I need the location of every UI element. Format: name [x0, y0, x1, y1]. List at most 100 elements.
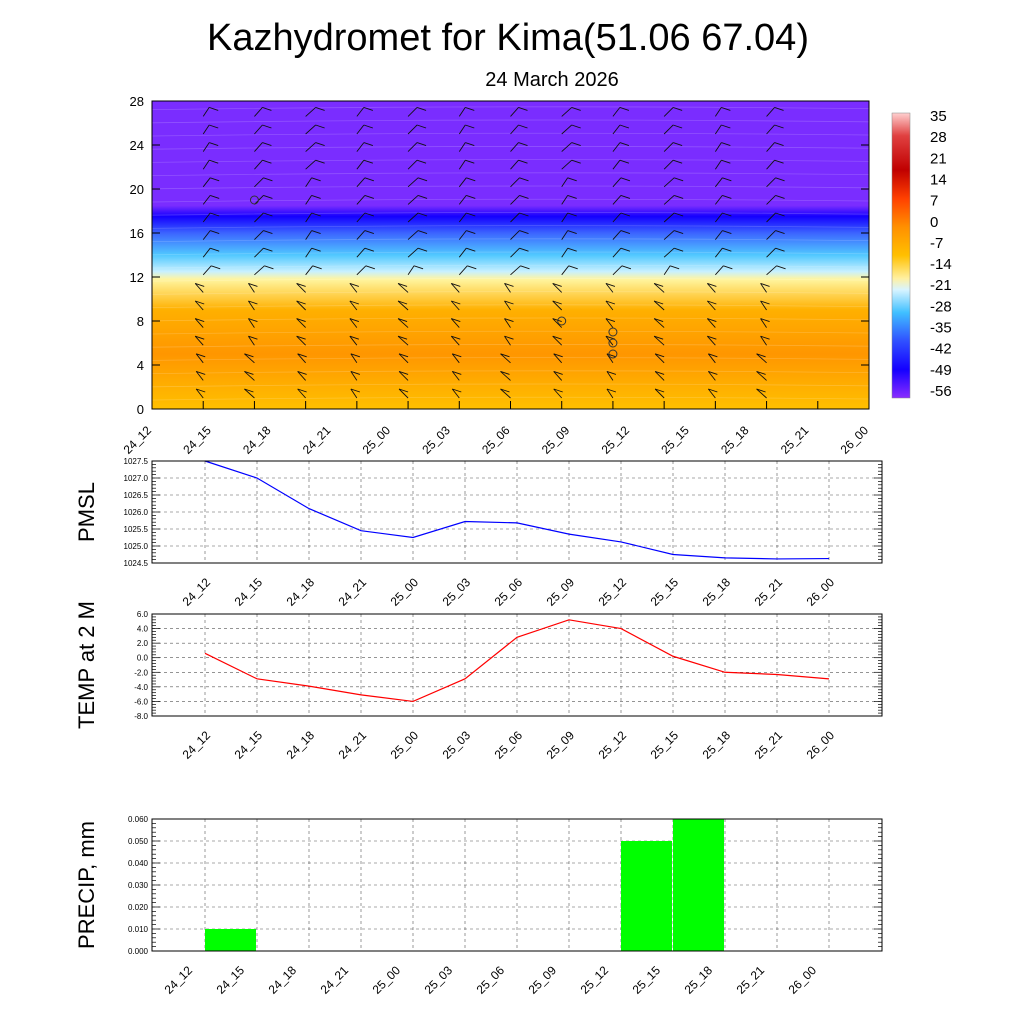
wind-barb-flag	[674, 247, 684, 252]
wind-barb-flag	[349, 318, 359, 323]
x-tick-label: 24_12	[121, 423, 155, 457]
wind-barb-flag	[211, 265, 221, 270]
wind-barb-flag	[209, 159, 219, 164]
wind-barb-flag	[619, 106, 630, 111]
wind-barb	[305, 124, 316, 135]
wind-barb	[254, 230, 264, 240]
y-tick-label: 1024.5	[124, 559, 149, 568]
y-tick-label: 0.000	[128, 947, 149, 956]
wind-barb	[715, 212, 723, 223]
wind-barb-flag	[311, 177, 321, 182]
wind-barb	[296, 300, 306, 311]
wind-barb	[766, 195, 776, 205]
wind-barb	[561, 247, 569, 258]
cross-section-panel: 0 4 8 12 16 20 24 28 24_12 24_15 24_18 24_21 25_00 25…	[121, 94, 872, 457]
wind-barb	[194, 283, 204, 293]
wind-barb-flag	[210, 247, 220, 252]
wind-barb-flag	[398, 353, 409, 358]
wind-barb	[305, 247, 313, 258]
wind-barb-flag	[465, 124, 475, 129]
colorbar-label: -28	[930, 298, 952, 315]
wind-barb	[504, 300, 511, 311]
wind-barb-flag	[244, 353, 254, 358]
contour-line	[151, 317, 870, 322]
x-tick-label: 25_09	[544, 728, 578, 762]
wind-barb-flag	[708, 388, 718, 393]
wind-barb-flag	[655, 388, 665, 393]
wind-barb	[350, 371, 358, 381]
wind-barb-flag	[670, 265, 680, 270]
wind-barb	[553, 371, 563, 381]
wind-barb	[663, 177, 675, 188]
wind-barb-flag	[248, 300, 258, 305]
wind-barb-flag	[775, 230, 785, 235]
wind-barb	[500, 353, 511, 364]
wind-barb-flag	[263, 194, 273, 199]
wind-barb-flag	[552, 282, 562, 287]
x-tick-label: 24_18	[240, 423, 274, 457]
wind-barb	[605, 283, 614, 293]
wind-barb-flag	[571, 106, 581, 111]
x-tick-label: 25_06	[474, 963, 508, 997]
wind-barb-flag	[605, 282, 616, 287]
x-tick-label: 24_21	[336, 575, 370, 609]
x-tick-label: 25_12	[596, 728, 630, 762]
wind-barb-flag	[467, 265, 477, 270]
y-tick-label: -2.0	[134, 668, 148, 677]
wind-barb	[451, 353, 460, 364]
x-tick-label: 25_09	[544, 575, 578, 609]
wind-barb	[407, 247, 419, 258]
wind-barb-flag	[721, 159, 731, 164]
wind-barb	[398, 353, 409, 364]
wind-barb-flag	[674, 212, 684, 217]
y-tick-label: 1025.0	[124, 542, 149, 551]
wind-barb	[654, 388, 665, 399]
wind-barb	[194, 318, 204, 328]
wind-barb	[605, 300, 614, 311]
wind-barb-flag	[349, 300, 359, 305]
wind-barb-flag	[312, 265, 322, 270]
wind-barb	[195, 371, 204, 381]
wind-barb	[458, 195, 467, 205]
x-tick-label: 26_00	[786, 963, 820, 997]
wind-barb-flag	[674, 230, 684, 235]
wind-barb-flag	[244, 388, 254, 393]
wind-barb-flag	[654, 335, 664, 340]
wind-barb	[356, 107, 365, 117]
wind-barb-flag	[417, 247, 428, 252]
wind-barb	[504, 335, 511, 346]
wind-barb	[510, 265, 521, 276]
wind-barb	[760, 335, 767, 346]
wind-barb-flag	[311, 212, 321, 217]
wind-barb-flag	[466, 212, 476, 217]
wind-barb-flag	[397, 318, 408, 323]
wind-barb	[510, 230, 520, 240]
wind-barb	[561, 107, 573, 117]
calm-wind-marker	[608, 338, 618, 348]
wind-barb	[766, 265, 777, 276]
wind-barb	[708, 388, 716, 399]
wind-barb	[458, 107, 466, 117]
wind-barb	[612, 124, 621, 135]
x-tick-label: 24_15	[232, 575, 266, 609]
contour-line	[151, 264, 870, 269]
wind-barb	[305, 159, 316, 170]
wind-barb-flag	[297, 370, 307, 375]
wind-barb	[612, 230, 622, 240]
wind-barb	[254, 142, 263, 152]
wind-barb	[254, 159, 263, 170]
wind-barb	[708, 353, 716, 364]
wind-barb	[510, 177, 520, 188]
wind-barb-flag	[350, 353, 360, 358]
colorbar-label: -7	[930, 235, 943, 252]
wind-barb-flag	[673, 124, 683, 129]
wind-barb-flag	[297, 388, 307, 393]
x-tick-label: 25_15	[648, 575, 682, 609]
wind-barb-flag	[195, 318, 205, 323]
contour-line	[151, 146, 870, 150]
wind-barb-flag	[451, 318, 461, 323]
wind-barb	[244, 353, 255, 364]
wind-barb	[760, 318, 767, 328]
wind-barb-flag	[263, 177, 273, 182]
wind-barb-flag	[451, 335, 461, 340]
